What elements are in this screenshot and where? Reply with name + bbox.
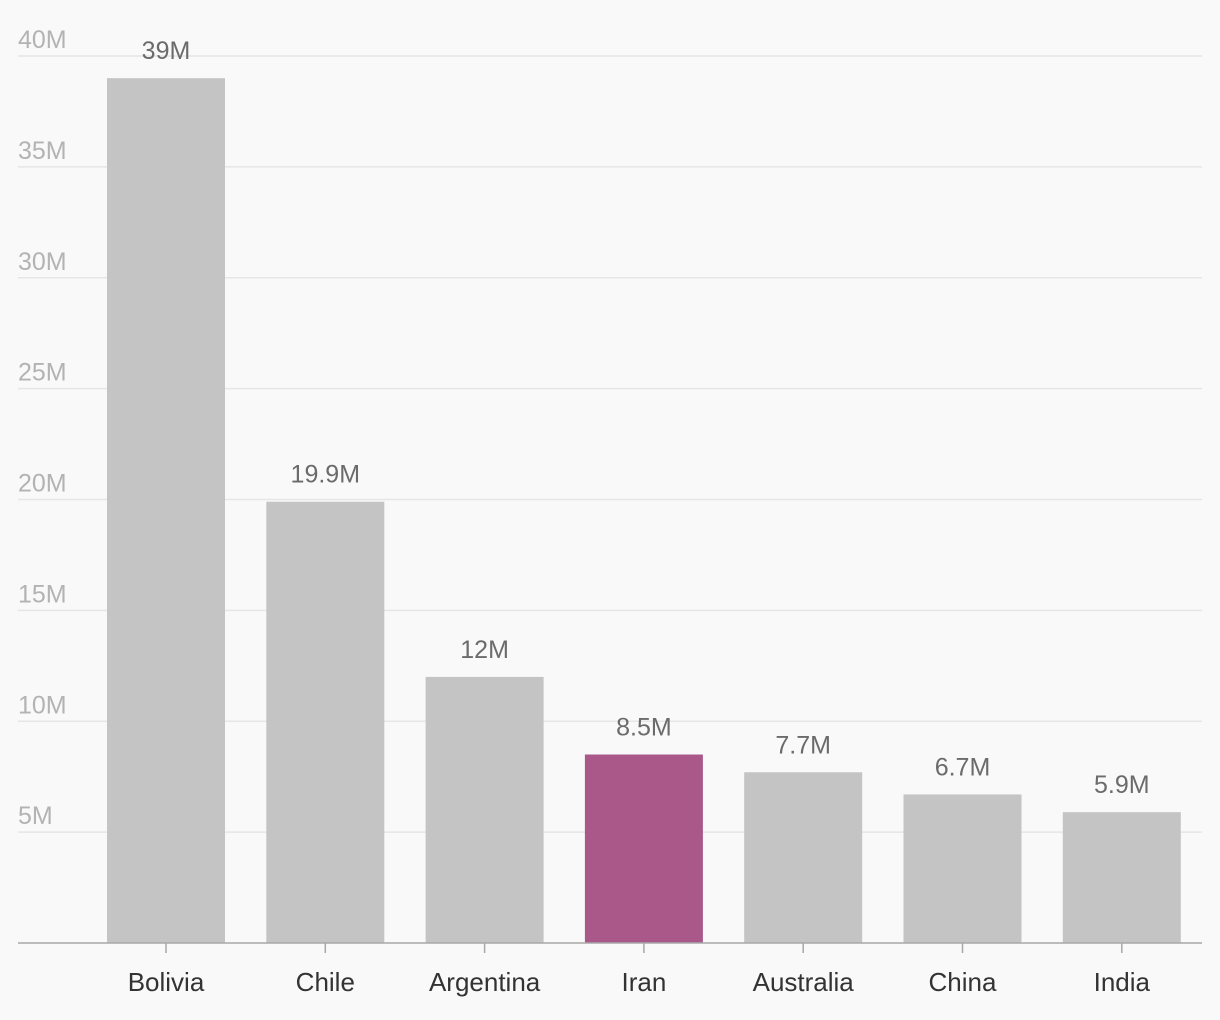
y-axis-tick-labels: 5M 10M 15M 20M 25M 30M 35M 40M: [18, 26, 67, 830]
value-label-china: 6.7M: [935, 753, 991, 781]
bar-iran: [584, 754, 703, 943]
bar-australia: [744, 772, 863, 943]
y-tick-label: 25M: [18, 359, 67, 387]
bar-china: [903, 794, 1022, 943]
x-tick-label-india: India: [1094, 967, 1151, 997]
bar-value-labels: 39M 19.9M 12M 8.5M 7.7M 6.7M 5.9M: [142, 37, 1150, 799]
y-tick-label: 5M: [18, 802, 53, 830]
y-tick-label: 40M: [18, 26, 67, 54]
value-label-bolivia: 39M: [142, 37, 191, 65]
y-tick-label: 10M: [18, 691, 67, 719]
bars: [107, 78, 1181, 944]
x-tick-label-china: China: [929, 967, 997, 997]
x-tick-label-iran: Iran: [621, 967, 666, 997]
value-label-india: 5.9M: [1094, 771, 1150, 799]
value-label-chile: 19.9M: [291, 461, 360, 489]
bar-bolivia: [107, 78, 225, 944]
x-tick-label-argentina: Argentina: [429, 967, 541, 997]
value-label-australia: 7.7M: [775, 731, 831, 759]
value-label-argentina: 12M: [460, 636, 509, 664]
y-tick-label: 30M: [18, 248, 67, 276]
y-tick-label: 15M: [18, 580, 67, 608]
bar-india: [1062, 812, 1181, 943]
value-label-iran: 8.5M: [616, 714, 672, 742]
x-tick-label-chile: Chile: [296, 967, 355, 997]
bar-argentina: [425, 676, 544, 943]
x-tick-label-bolivia: Bolivia: [128, 967, 205, 997]
bar-chile: [266, 501, 385, 943]
y-tick-label: 20M: [18, 470, 67, 498]
y-tick-label: 35M: [18, 137, 67, 165]
x-tick-label-australia: Australia: [753, 967, 855, 997]
x-axis: Bolivia Chile Argentina Iran Australia China I…: [18, 942, 1202, 997]
